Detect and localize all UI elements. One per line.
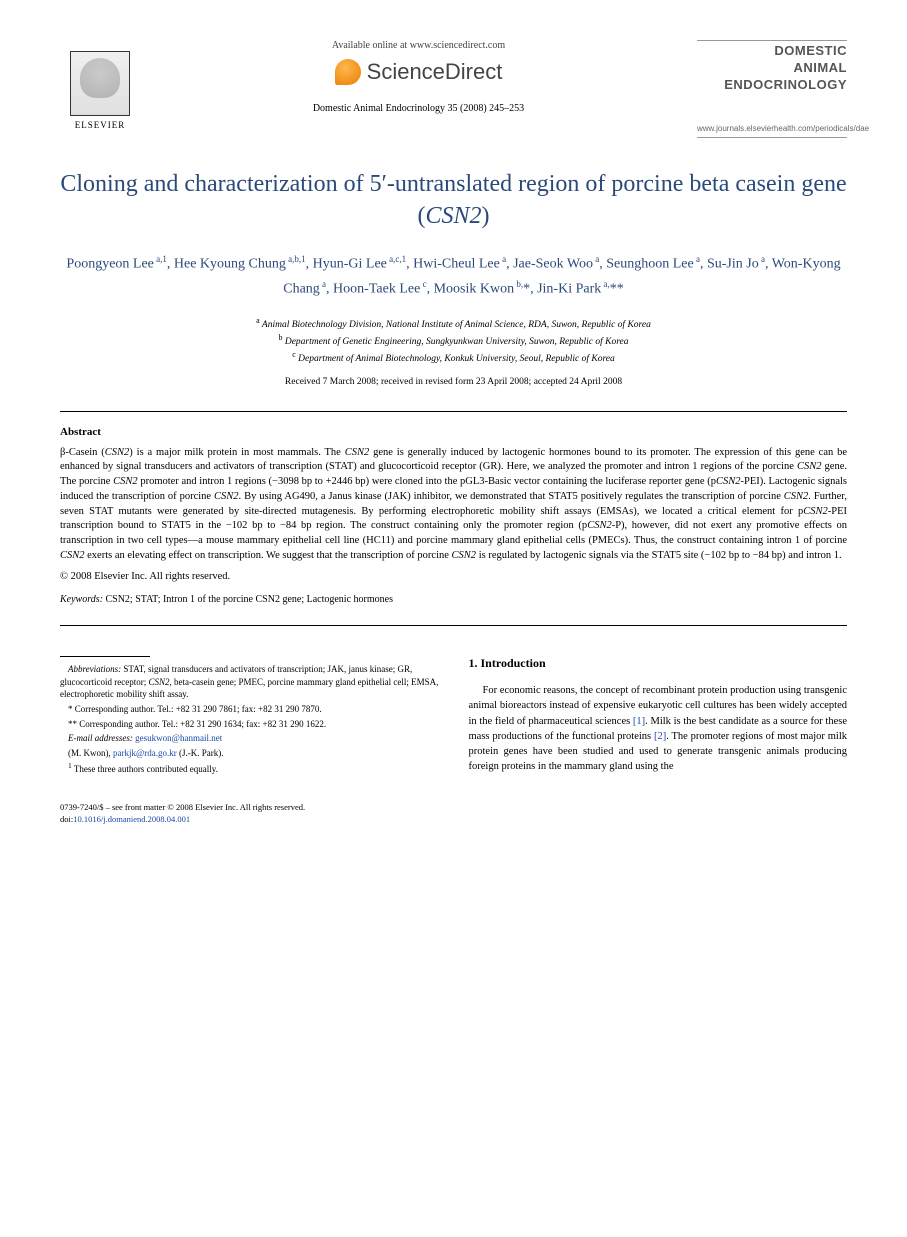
journal-box: DOMESTIC ANIMAL ENDOCRINOLOGY www.journa… [697,40,847,138]
authors-list: Poongyeon Lee a,1, Hee Kyoung Chung a,b,… [60,252,847,300]
email-author-1: (M. Kwon), [68,748,111,758]
center-header: Available online at www.sciencedirect.co… [140,40,697,114]
footnotes: Abbreviations: STAT, signal transducers … [60,663,439,776]
doi-label: doi: [60,814,73,824]
footnotes-column: Abbreviations: STAT, signal transducers … [60,656,439,778]
issn-line: 0739-7240/$ – see front matter © 2008 El… [60,802,847,814]
rule-below-keywords [60,625,847,626]
keywords-label: Keywords: [60,594,103,605]
sciencedirect-text: ScienceDirect [367,59,503,85]
elsevier-label: ELSEVIER [75,120,126,130]
elsevier-tree-icon [70,51,130,116]
journal-name-line3: ENDOCRINOLOGY [697,77,847,94]
elsevier-logo: ELSEVIER [60,40,140,130]
abbrev-label: Abbreviations: [68,664,121,674]
introduction-column: 1. Introduction For economic reasons, th… [469,656,848,778]
abstract-heading: Abstract [60,426,847,438]
journal-reference: Domestic Animal Endocrinology 35 (2008) … [160,103,677,114]
article-title: Cloning and characterization of 5′-untra… [60,168,847,233]
sciencedirect-icon [335,59,361,85]
keywords-block: Keywords: CSN2; STAT; Intron 1 of the po… [60,594,847,605]
email-author-2: (J.-K. Park). [179,748,224,758]
affiliation-c: Department of Animal Biotechnology, Konk… [298,355,615,365]
introduction-body: For economic reasons, the concept of rec… [469,683,848,774]
equal-contribution-note: These three authors contributed equally. [74,764,218,774]
keywords-text: CSN2; STAT; Intron 1 of the porcine CSN2… [105,594,393,605]
corresponding-author-1: Corresponding author. Tel.: +82 31 290 7… [75,704,322,714]
article-dates: Received 7 March 2008; received in revis… [60,377,847,387]
email-link-2[interactable]: parkjk@rda.go.kr [113,748,177,758]
bottom-meta: 0739-7240/$ – see front matter © 2008 El… [60,802,847,826]
available-online-text: Available online at www.sciencedirect.co… [160,40,677,51]
copyright-line: © 2008 Elsevier Inc. All rights reserved… [60,571,847,582]
introduction-heading: 1. Introduction [469,656,848,671]
footnote-rule [60,656,150,657]
header-row: ELSEVIER Available online at www.science… [60,40,847,138]
two-column-section: Abbreviations: STAT, signal transducers … [60,656,847,778]
corresponding-author-2: Corresponding author. Tel.: +82 31 290 1… [79,719,326,729]
sciencedirect-logo: ScienceDirect [160,59,677,85]
email-label: E-mail addresses: [68,733,133,743]
affiliations: a Animal Biotechnology Division, Nationa… [60,315,847,367]
affiliation-b: Department of Genetic Engineering, Sungk… [285,337,629,347]
abstract-body: β-Casein (CSN2) is a major milk protein … [60,446,847,564]
email-link-1[interactable]: gesukwon@hanmail.net [135,733,222,743]
journal-url: www.journals.elsevierhealth.com/periodic… [697,124,847,138]
rule-above-abstract [60,411,847,412]
doi-link[interactable]: 10.1016/j.domaniend.2008.04.001 [73,814,190,824]
affiliation-a: Animal Biotechnology Division, National … [262,320,651,330]
journal-name-line2: ANIMAL [697,60,847,77]
journal-name-line1: DOMESTIC [697,43,847,60]
